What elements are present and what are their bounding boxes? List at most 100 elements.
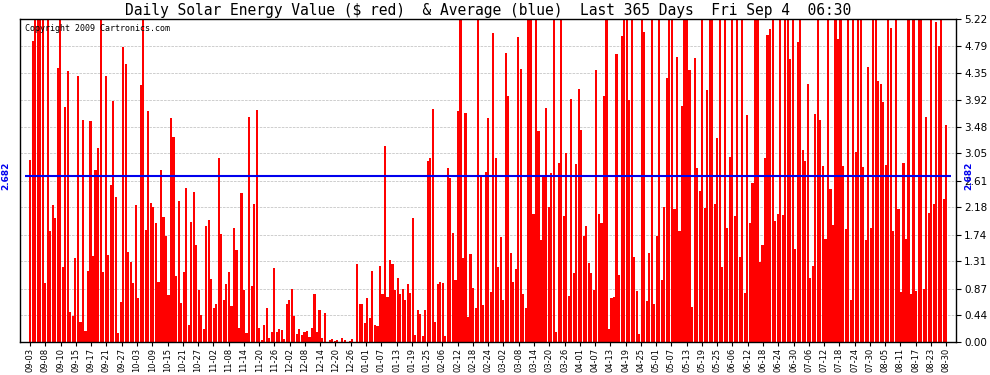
Bar — [820, 120, 822, 342]
Bar — [721, 267, 724, 342]
Bar — [167, 295, 169, 342]
Bar — [446, 168, 449, 342]
Bar — [716, 138, 719, 342]
Bar — [42, 19, 44, 342]
Bar — [208, 220, 210, 342]
Bar — [374, 325, 376, 342]
Bar — [761, 244, 763, 342]
Bar — [920, 19, 922, 342]
Bar — [781, 215, 784, 342]
Bar — [329, 340, 331, 342]
Bar — [645, 301, 647, 342]
Bar — [92, 256, 94, 342]
Bar — [165, 236, 167, 342]
Bar — [379, 266, 381, 342]
Bar — [283, 339, 285, 342]
Bar — [815, 114, 817, 342]
Bar — [402, 289, 404, 342]
Bar — [298, 329, 301, 342]
Bar — [187, 324, 190, 342]
Bar — [739, 257, 741, 342]
Bar — [133, 283, 135, 342]
Bar — [616, 54, 618, 342]
Bar — [51, 205, 53, 342]
Bar — [862, 167, 864, 342]
Bar — [918, 19, 920, 342]
Bar — [518, 37, 520, 342]
Bar — [903, 163, 905, 342]
Bar — [440, 282, 442, 342]
Bar — [47, 19, 49, 342]
Bar — [288, 300, 290, 342]
Bar — [832, 225, 834, 342]
Bar — [366, 298, 368, 342]
Bar — [925, 117, 928, 342]
Bar — [391, 264, 394, 342]
Bar — [691, 307, 693, 342]
Bar — [552, 19, 554, 342]
Bar — [154, 223, 157, 342]
Bar — [872, 19, 874, 342]
Bar — [840, 19, 842, 342]
Bar — [273, 268, 275, 342]
Bar — [900, 292, 902, 342]
Bar — [238, 328, 240, 342]
Bar — [688, 70, 691, 342]
Bar — [301, 335, 303, 342]
Bar — [321, 338, 323, 342]
Bar — [72, 316, 74, 342]
Bar — [437, 284, 439, 342]
Bar — [583, 236, 585, 342]
Bar — [942, 199, 944, 342]
Bar — [309, 337, 311, 342]
Bar — [754, 19, 756, 342]
Bar — [751, 183, 753, 342]
Bar — [512, 282, 515, 342]
Bar — [771, 19, 773, 342]
Bar — [945, 124, 947, 342]
Bar — [809, 278, 812, 342]
Bar — [162, 217, 164, 342]
Bar — [487, 117, 489, 342]
Bar — [711, 19, 713, 342]
Bar — [869, 228, 872, 342]
Bar — [389, 260, 391, 342]
Bar — [180, 303, 182, 342]
Bar — [882, 102, 884, 342]
Bar — [115, 197, 117, 342]
Bar — [226, 284, 228, 342]
Bar — [221, 234, 223, 342]
Bar — [575, 164, 577, 342]
Bar — [185, 188, 187, 342]
Bar — [890, 28, 892, 342]
Bar — [213, 308, 215, 342]
Bar — [618, 275, 620, 342]
Bar — [381, 294, 383, 342]
Bar — [639, 334, 641, 342]
Bar — [936, 22, 938, 342]
Bar — [678, 231, 680, 342]
Bar — [608, 329, 610, 342]
Bar — [105, 76, 107, 342]
Bar — [724, 19, 726, 342]
Text: 2.682: 2.682 — [964, 162, 973, 190]
Bar — [210, 279, 213, 342]
Bar — [306, 331, 308, 342]
Bar — [555, 332, 557, 342]
Bar — [459, 19, 461, 342]
Bar — [250, 286, 252, 342]
Bar — [530, 19, 532, 342]
Bar — [660, 280, 663, 342]
Bar — [490, 292, 492, 342]
Bar — [291, 289, 293, 342]
Bar — [492, 33, 494, 342]
Bar — [644, 32, 645, 342]
Bar — [686, 19, 688, 342]
Bar — [472, 288, 474, 342]
Bar — [497, 267, 499, 342]
Bar — [875, 19, 877, 342]
Bar — [369, 318, 371, 342]
Bar — [779, 19, 781, 342]
Bar — [673, 210, 675, 342]
Bar — [743, 293, 746, 342]
